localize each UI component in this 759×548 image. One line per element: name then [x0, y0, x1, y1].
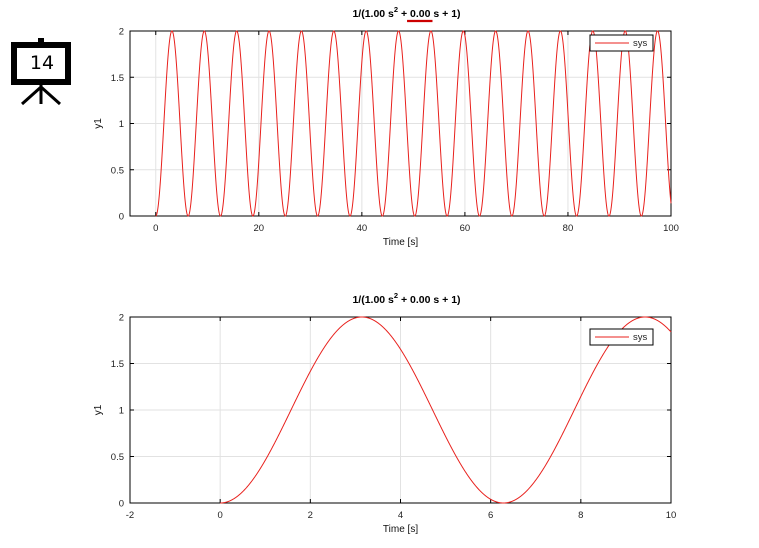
x-tick-label-2: 40 — [357, 223, 368, 234]
y-tick-label-0: 0 — [119, 212, 124, 223]
y-axis-label: y1 — [93, 404, 104, 415]
y-tick-label-1: 0.5 — [111, 452, 124, 463]
x-tick-label-4: 6 — [488, 510, 493, 521]
y-tick-label-4: 2 — [119, 27, 124, 38]
slide-number-badge: 14 — [8, 38, 74, 106]
y-axis-label: y1 — [93, 118, 104, 129]
y-tick-label-3: 1.5 — [111, 73, 124, 84]
x-tick-label-5: 100 — [663, 223, 679, 234]
x-tick-label-1: 20 — [254, 223, 265, 234]
presentation-board-icon — [11, 38, 71, 106]
legend-entry: sys — [633, 332, 648, 343]
y-tick-label-2: 1 — [119, 406, 124, 417]
series-line-sys — [220, 316, 672, 504]
legend-entry: sys — [633, 38, 648, 49]
chart-top: 0 20 40 60 80 100 0 0.5 1 1.5 2 Time [s] y1 1/(1.00 s… — [93, 5, 679, 248]
legend: sys — [589, 328, 654, 346]
y-tick-label-0: 0 — [119, 499, 124, 510]
x-tick-label-3: 60 — [460, 223, 471, 234]
x-tick-label-0: -2 — [126, 510, 134, 521]
x-tick-label-2: 2 — [308, 510, 313, 521]
title-coefficient: 0.00 — [410, 294, 431, 306]
x-tick-label-1: 0 — [218, 510, 223, 521]
legend: sys — [589, 34, 654, 52]
x-axis-label: Time [s] — [383, 524, 418, 535]
chart-title: 1/(1.00 s2 + 0.00 s + 1) — [352, 291, 460, 306]
x-tick-label-3: 4 — [398, 510, 403, 521]
x-tick-label-4: 80 — [563, 223, 574, 234]
y-tick-label-3: 1.5 — [111, 359, 124, 370]
x-tick-label-0: 0 — [153, 223, 158, 234]
title-coefficient: 0.00 — [410, 8, 431, 20]
x-tick-label-6: 10 — [666, 510, 677, 521]
y-tick-label-4: 2 — [119, 313, 124, 324]
chart-title: 1/(1.00 s2 + 0.00 s + 1) — [352, 5, 460, 20]
series-line-sys — [155, 30, 672, 217]
x-axis-label: Time [s] — [383, 237, 418, 248]
x-tick-label-5: 8 — [578, 510, 583, 521]
slide-number: 14 — [29, 52, 55, 74]
y-tick-label-1: 0.5 — [111, 165, 124, 176]
y-tick-label-2: 1 — [119, 119, 124, 130]
